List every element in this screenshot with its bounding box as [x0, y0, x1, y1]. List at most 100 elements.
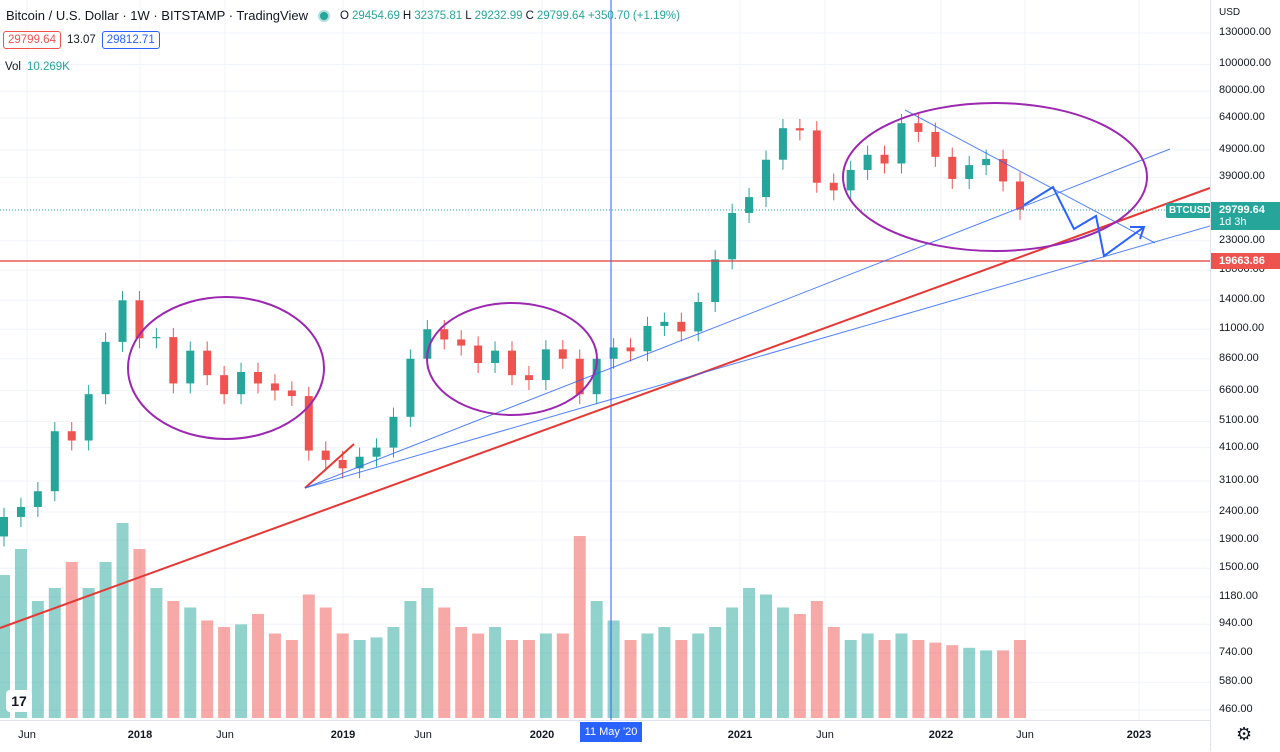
buy-button[interactable]: 29812.71: [101, 31, 160, 49]
candle-body: [101, 341, 110, 395]
range-circle-2019: [426, 302, 598, 416]
candle-body: [33, 491, 42, 507]
currency-label[interactable]: USD: [1219, 7, 1241, 18]
volume-bar: [218, 627, 231, 718]
candle-body: [965, 165, 974, 179]
volume-bar: [878, 640, 891, 718]
trendline-blue-lower: [304, 225, 1210, 489]
volume-bar: [810, 601, 823, 718]
volume-bar: [319, 607, 332, 718]
candle-body: [863, 154, 872, 170]
candle-body: [762, 159, 770, 198]
volume-bar: [31, 601, 44, 718]
candle-body: [711, 259, 720, 303]
candle-body: [592, 358, 601, 395]
candle-body: [812, 130, 821, 183]
candle-body: [16, 506, 25, 517]
trendline-blue-down: [904, 109, 1156, 244]
price-tick: 940.00: [1219, 617, 1253, 630]
sell-button[interactable]: 29799.64: [3, 31, 61, 49]
volume-bar: [472, 633, 485, 718]
volume-bar: [793, 614, 806, 718]
candle-body: [338, 459, 347, 469]
projection-arrowhead: [1130, 226, 1146, 240]
candle-body: [677, 321, 686, 332]
trade-buttons: 29799.64 13.07 29812.71: [3, 31, 160, 49]
chart-area[interactable]: Bitcoin / U.S. Dollar · 1W · BITSTAMP · …: [0, 0, 1214, 720]
time-tick: 2023: [1126, 729, 1152, 741]
candle-body: [728, 212, 737, 260]
price-tick: 3100.00: [1219, 474, 1259, 487]
candle-body: [982, 158, 991, 166]
volume-legend: Vol 10.269K: [5, 61, 70, 73]
time-tick: Jun: [1016, 729, 1034, 741]
candle-body: [152, 337, 161, 339]
volume-bar: [455, 627, 468, 718]
price-tick: 64000.00: [1219, 111, 1265, 123]
volume-bar: [1014, 640, 1026, 718]
volume-bar: [184, 607, 197, 718]
time-tick: 2022: [928, 729, 954, 741]
price-tick: 100000.00: [1219, 57, 1271, 70]
candle-body: [118, 300, 127, 342]
price-tick: 23000.00: [1219, 233, 1265, 246]
tradingview-logo-icon[interactable]: 17: [6, 690, 32, 712]
volume-bar: [641, 633, 654, 718]
candle-body: [423, 329, 432, 359]
volume-bar: [268, 633, 281, 718]
volume-bar: [353, 640, 366, 718]
gear-icon[interactable]: ⚙: [1236, 724, 1253, 744]
candle-body: [694, 302, 703, 332]
volume-bar: [912, 640, 925, 718]
price-tick: 6600.00: [1219, 383, 1259, 396]
price-tick: 1900.00: [1219, 532, 1259, 545]
volume-bar: [150, 588, 163, 718]
volume-bar: [167, 601, 180, 718]
candle-body: [270, 383, 279, 391]
high-value: 32375.81: [414, 9, 463, 22]
candle-body: [389, 416, 398, 448]
volume-bar: [201, 620, 214, 718]
candle-body: [491, 350, 500, 364]
candle-body: [778, 128, 787, 160]
price-tick: 2400.00: [1219, 504, 1259, 517]
candle-body: [1016, 181, 1024, 210]
volume-bar: [235, 624, 248, 718]
candle-body: [67, 431, 76, 441]
volume-bar: [438, 607, 451, 718]
candle-body: [626, 347, 635, 352]
symbol-title[interactable]: Bitcoin / U.S. Dollar · 1W · BITSTAMP · …: [6, 8, 308, 23]
candle-body: [558, 349, 567, 359]
volume-bar: [946, 645, 959, 718]
volume-bar: [726, 607, 739, 718]
price-tick: 4100.00: [1219, 440, 1259, 453]
candle-body: [541, 349, 550, 381]
price-chart[interactable]: [0, 0, 1210, 720]
volume-bar: [387, 627, 400, 718]
candle-body: [169, 337, 178, 384]
price-axis[interactable]: USD 130000.00 100000.00 80000.00 64000.00 49…: [1210, 0, 1280, 751]
volume-bar: [336, 633, 349, 718]
candle-body: [999, 158, 1008, 182]
volume-bar: [997, 650, 1010, 718]
price-tick: 14000.00: [1219, 293, 1265, 306]
candle-body: [50, 431, 59, 492]
candle-body: [524, 375, 533, 381]
price-tick: 5100.00: [1219, 414, 1259, 427]
candle-body: [440, 329, 449, 340]
price-tick: 580.00: [1219, 675, 1253, 688]
candle-body: [0, 516, 8, 537]
volume-bar: [658, 627, 671, 718]
candle-body: [846, 169, 855, 191]
volume-bar: [963, 647, 976, 718]
trendline-blue-upper: [304, 148, 1171, 489]
candle-body: [372, 447, 381, 457]
volume-bar: [692, 633, 705, 718]
candle-body: [643, 326, 652, 352]
level-price-tag: 19663.86: [1211, 253, 1280, 269]
volume-bar: [285, 640, 298, 718]
candle-body: [254, 372, 262, 384]
candle-body: [660, 321, 669, 327]
date-marker-label: 11 May '20: [580, 722, 642, 742]
volume-bar: [573, 536, 586, 718]
